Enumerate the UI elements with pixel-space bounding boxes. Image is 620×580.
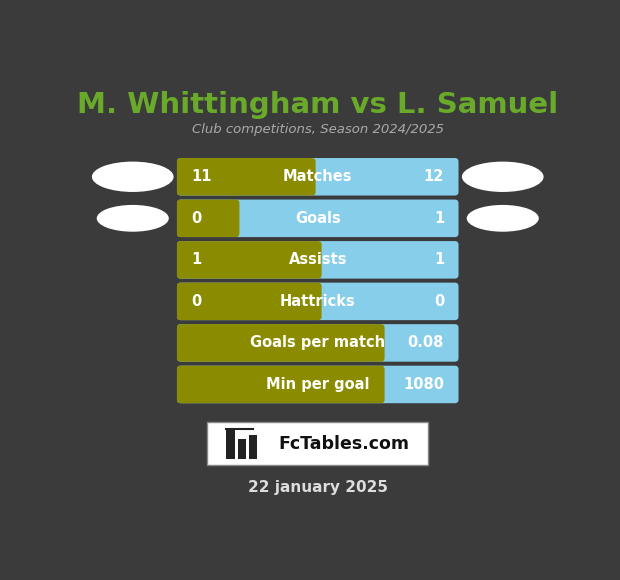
Text: FcTables.com: FcTables.com <box>279 434 410 452</box>
Ellipse shape <box>92 162 174 192</box>
Ellipse shape <box>467 205 539 232</box>
Text: 12: 12 <box>423 169 444 184</box>
Text: Matches: Matches <box>283 169 353 184</box>
Text: Hattricks: Hattricks <box>280 294 356 309</box>
FancyBboxPatch shape <box>177 366 459 403</box>
Text: 1: 1 <box>192 252 202 267</box>
FancyBboxPatch shape <box>177 324 384 362</box>
Text: 0: 0 <box>192 211 202 226</box>
Ellipse shape <box>97 205 169 232</box>
FancyBboxPatch shape <box>177 241 459 278</box>
Text: Goals per match: Goals per match <box>250 335 385 350</box>
Bar <box>226 430 235 459</box>
FancyBboxPatch shape <box>177 200 239 237</box>
FancyBboxPatch shape <box>177 282 459 320</box>
Ellipse shape <box>462 162 544 192</box>
Bar <box>237 440 246 459</box>
Text: 0: 0 <box>192 294 202 309</box>
FancyBboxPatch shape <box>177 200 459 237</box>
Text: Assists: Assists <box>288 252 347 267</box>
FancyBboxPatch shape <box>177 158 316 195</box>
Text: 0: 0 <box>434 294 444 309</box>
Text: Goals: Goals <box>295 211 340 226</box>
Text: M. Whittingham vs L. Samuel: M. Whittingham vs L. Samuel <box>77 91 559 119</box>
FancyBboxPatch shape <box>177 241 322 278</box>
Text: Club competitions, Season 2024/2025: Club competitions, Season 2024/2025 <box>192 124 444 136</box>
FancyBboxPatch shape <box>177 324 459 362</box>
FancyBboxPatch shape <box>177 366 384 403</box>
Text: 0.08: 0.08 <box>408 335 444 350</box>
FancyBboxPatch shape <box>177 158 459 195</box>
Text: Min per goal: Min per goal <box>266 377 370 392</box>
Text: 22 january 2025: 22 january 2025 <box>248 480 388 495</box>
Text: 1: 1 <box>434 252 444 267</box>
Text: 1: 1 <box>434 211 444 226</box>
FancyBboxPatch shape <box>207 422 428 465</box>
Text: 11: 11 <box>192 169 212 184</box>
Bar <box>249 435 257 459</box>
FancyBboxPatch shape <box>177 282 322 320</box>
Text: 1080: 1080 <box>403 377 444 392</box>
